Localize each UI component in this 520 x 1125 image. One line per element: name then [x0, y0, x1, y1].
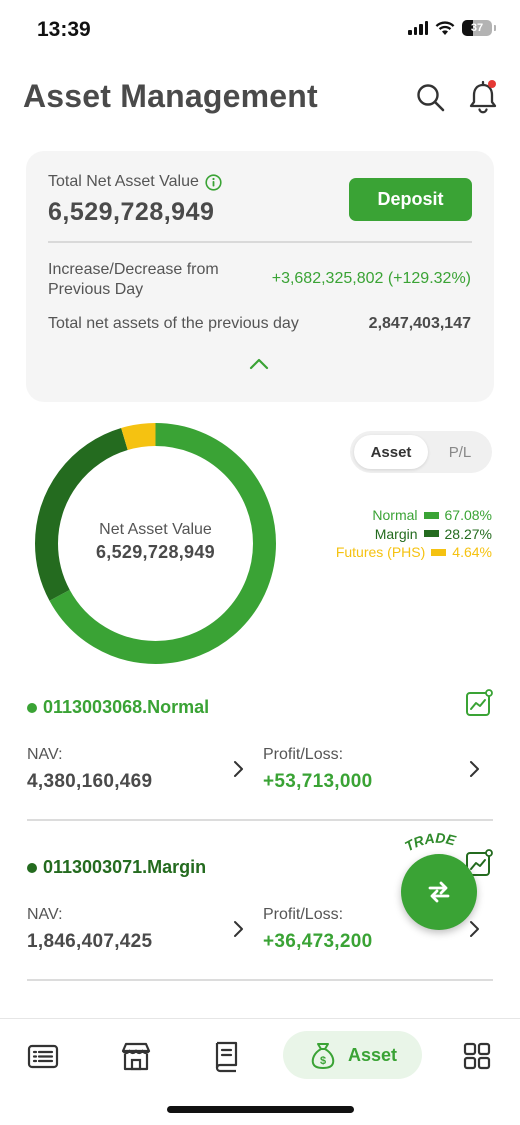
summary-card: Total Net Asset Value 6,529,728,949 Depo… [26, 151, 494, 402]
account-color-dot [27, 702, 37, 713]
total-nav-value: 6,529,728,949 [48, 198, 215, 226]
total-nav-label: Total Net Asset Value [48, 173, 199, 190]
trade-label: TRADE [404, 832, 458, 854]
donut-center-label: Net Asset Value [99, 521, 212, 538]
market-store-icon[interactable] [119, 1039, 153, 1073]
nav-value: 4,380,160,469 [27, 771, 153, 792]
status-icons: 37 [408, 20, 496, 36]
divider [48, 241, 472, 243]
legend-label: Margin [374, 525, 418, 542]
legend-item: Normal 67.08% [372, 506, 492, 525]
chevron-right-icon[interactable] [232, 920, 244, 938]
status-time: 13:39 [37, 18, 91, 41]
section-divider [27, 819, 493, 821]
total-nav-label-row: Total Net Asset Value [48, 173, 222, 191]
book-icon[interactable] [210, 1039, 244, 1073]
change-value: +3,682,325,802 (+129.32%) [271, 270, 471, 287]
donut-segment-margin [35, 423, 276, 664]
battery-level: 37 [470, 22, 484, 34]
svg-text:TRADE: TRADE [404, 832, 458, 854]
legend-swatch [423, 511, 439, 519]
nav-label: NAV: [27, 746, 63, 763]
account-color-dot [27, 862, 37, 873]
chart-icon[interactable] [465, 689, 493, 717]
chart-icon[interactable] [465, 849, 493, 877]
profit-loss-value: +53,713,000 [263, 771, 373, 792]
legend-item: Futures (PHS) 4.64% [336, 543, 492, 562]
legend-value: 67.08% [444, 507, 492, 524]
trade-button[interactable] [401, 854, 477, 930]
search-icon[interactable] [415, 82, 447, 114]
home-indicator [167, 1106, 354, 1113]
profit-loss-label: Profit/Loss: [263, 746, 344, 763]
battery-icon: 37 [462, 20, 492, 36]
nav-item-asset[interactable]: $ Asset [283, 1031, 422, 1079]
profit-loss-label: Profit/Loss: [263, 906, 344, 923]
toggle-asset[interactable]: Asset [354, 435, 428, 469]
chevron-up-icon[interactable] [248, 357, 270, 371]
chevron-right-icon[interactable] [468, 920, 480, 938]
nav-value: 1,846,407,425 [27, 931, 153, 952]
change-label-line1: Increase/Decrease from [48, 261, 219, 278]
legend-value: 4.64% [452, 544, 492, 561]
chart-legend: Normal 67.08% Margin 28.27% Futures (PHS) 4.6… [336, 506, 492, 562]
account-number: 0113003068.Normal [43, 697, 210, 717]
svg-text:$: $ [320, 1055, 326, 1067]
profit-loss-value: +36,473,200 [263, 931, 373, 952]
legend-label: Normal [372, 507, 418, 524]
status-bar: 13:39 37 [0, 0, 520, 62]
legend-swatch [423, 530, 439, 538]
notification-bell-icon[interactable] [466, 80, 500, 116]
change-label: Increase/Decrease from Previous Day [48, 260, 219, 300]
account-card-margin[interactable]: 0113003071.Margin NAV: 1,846,407,425 Pro… [27, 849, 493, 967]
change-label-line2: Previous Day [48, 281, 144, 298]
cellular-signal-icon [408, 21, 428, 35]
notification-badge [488, 80, 496, 88]
wifi-icon [435, 20, 455, 35]
asset-pl-toggle: Asset P/L [350, 431, 492, 473]
nav-item-asset-label: Asset [347, 1044, 398, 1065]
order-list-icon[interactable] [26, 1039, 60, 1073]
info-icon[interactable] [205, 173, 222, 191]
toggle-pl[interactable]: P/L [448, 443, 472, 461]
allocation-donut-chart [35, 423, 276, 664]
donut-center-value: 6,529,728,949 [95, 542, 215, 562]
legend-label: Futures (PHS) [335, 544, 426, 561]
legend-swatch [431, 548, 447, 556]
menu-grid-icon[interactable] [460, 1039, 494, 1073]
donut-segment-futures-phs [35, 423, 276, 664]
legend-item: Margin 28.27% [375, 525, 492, 544]
section-divider [27, 979, 493, 981]
account-title: 0113003068.Normal [27, 697, 209, 718]
account-card-normal[interactable]: 0113003068.Normal NAV: 4,380,160,469 Pro… [27, 689, 493, 807]
previous-day-label: Total net assets of the previous day [48, 315, 299, 332]
chevron-right-icon[interactable] [232, 760, 244, 778]
account-number: 0113003071.Margin [43, 857, 207, 877]
deposit-button[interactable]: Deposit [349, 178, 472, 221]
account-title: 0113003071.Margin [27, 857, 206, 878]
previous-day-value: 2,847,403,147 [368, 315, 471, 332]
money-bag-icon: $ [311, 1043, 335, 1069]
page-title: Asset Management [23, 78, 318, 114]
nav-label: NAV: [27, 906, 63, 923]
swap-arrows-icon [428, 881, 450, 903]
chevron-right-icon[interactable] [468, 760, 480, 778]
legend-value: 28.27% [444, 525, 492, 542]
